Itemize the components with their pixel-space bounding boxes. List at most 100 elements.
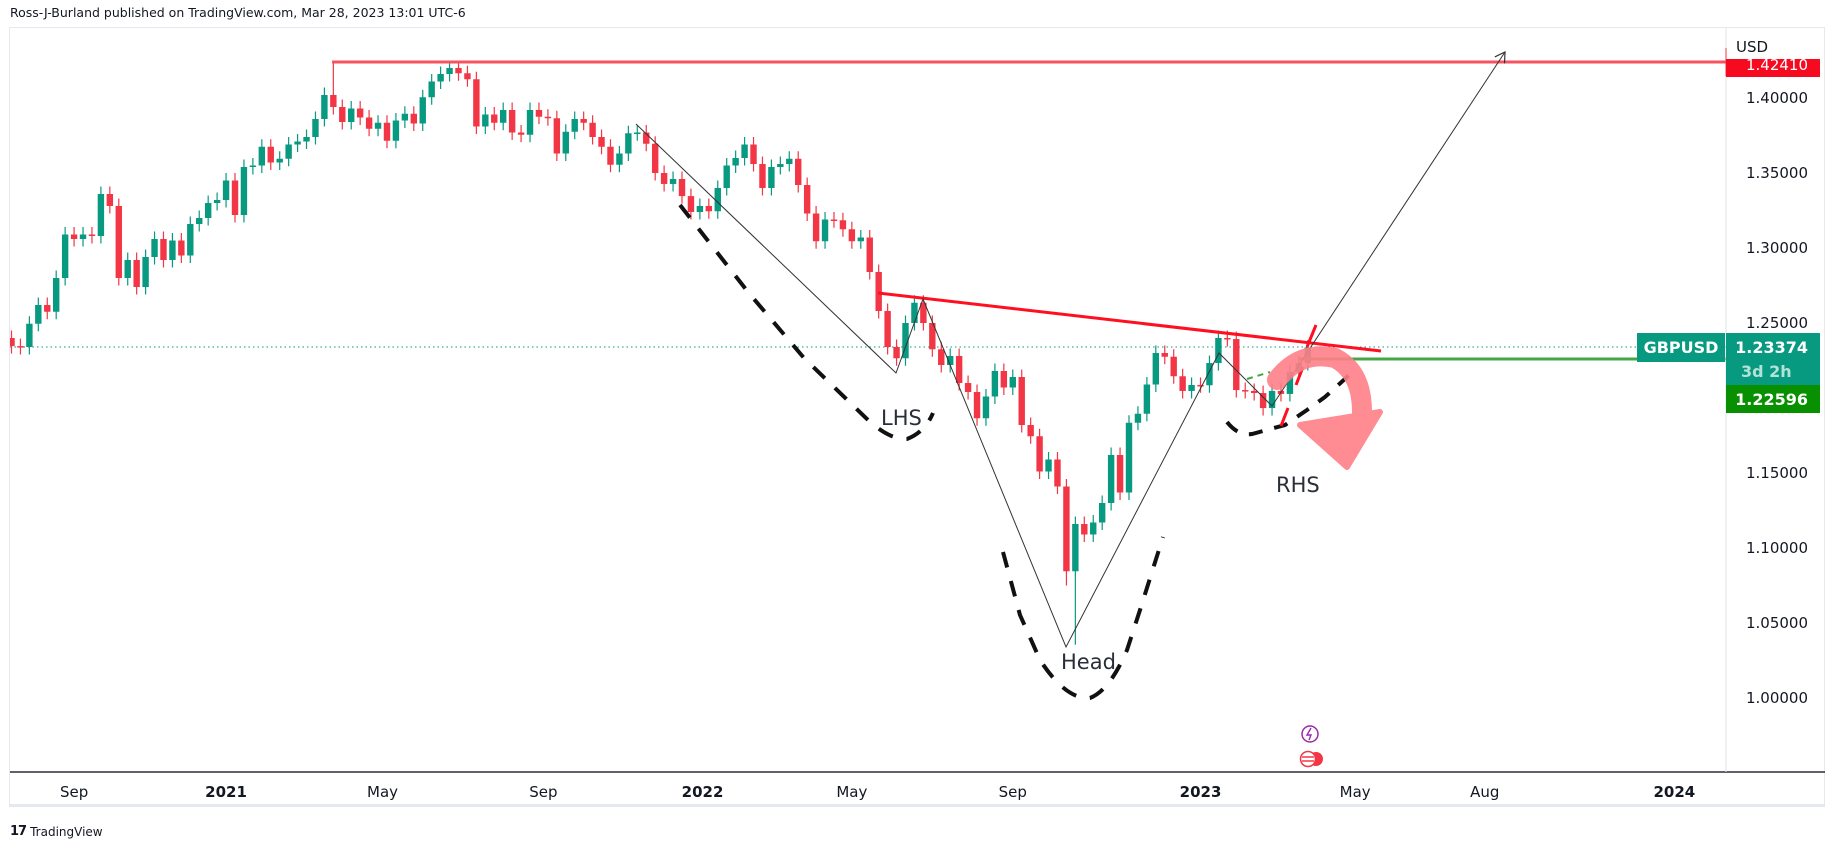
candle-up[interactable] <box>982 389 990 426</box>
candle-down[interactable] <box>231 173 239 223</box>
candle-down[interactable] <box>544 109 552 126</box>
candle-up[interactable] <box>79 227 87 247</box>
candle-down[interactable] <box>964 375 972 400</box>
candle-up[interactable] <box>285 137 292 167</box>
candle-down[interactable] <box>339 99 346 130</box>
candle-up[interactable] <box>1125 415 1133 500</box>
candle-down[interactable] <box>1259 385 1267 416</box>
candle-down[interactable] <box>1036 428 1043 479</box>
candle-up[interactable] <box>151 231 158 265</box>
candle-down[interactable] <box>705 198 713 219</box>
candle-up[interactable] <box>821 212 829 249</box>
candle-down[interactable] <box>17 338 24 355</box>
candle-up[interactable] <box>374 115 382 137</box>
candle-down[interactable] <box>1170 349 1177 384</box>
candle-up[interactable] <box>428 74 435 105</box>
candle-up[interactable] <box>187 216 194 264</box>
candle-down[interactable] <box>1179 368 1186 399</box>
candle-up[interactable] <box>732 150 739 174</box>
candle-down[interactable] <box>643 125 650 152</box>
candle-down[interactable] <box>893 339 900 366</box>
candle-up[interactable] <box>142 249 149 295</box>
candle-down[interactable] <box>812 206 820 249</box>
candle-down[interactable] <box>1233 331 1240 398</box>
candle-up[interactable] <box>669 171 677 192</box>
candle-up[interactable] <box>947 348 954 373</box>
candle-down[interactable] <box>44 297 51 320</box>
candle-up[interactable] <box>902 315 909 366</box>
candle-up[interactable] <box>196 210 203 232</box>
candle-up[interactable] <box>348 101 355 130</box>
candle-up[interactable] <box>1090 515 1097 542</box>
candle-up[interactable] <box>124 252 131 286</box>
candle-down[interactable] <box>678 171 686 204</box>
candle-down[interactable] <box>759 156 766 196</box>
candle-up[interactable] <box>213 192 221 211</box>
candle-down[interactable] <box>88 227 96 244</box>
candle-down[interactable] <box>1250 383 1258 401</box>
candle-down[interactable] <box>589 115 596 145</box>
candle-up[interactable] <box>786 151 793 172</box>
candle-down[interactable] <box>1242 382 1249 399</box>
candle-down[interactable] <box>795 151 802 193</box>
candle-up[interactable] <box>53 270 60 320</box>
candle-up[interactable] <box>1009 369 1016 396</box>
candle-up[interactable] <box>571 111 578 140</box>
candle-down[interactable] <box>517 125 525 143</box>
candle-down[interactable] <box>491 107 498 131</box>
candle-down[interactable] <box>803 177 811 222</box>
candle-down[interactable] <box>750 137 757 172</box>
candle-up[interactable] <box>1143 377 1151 422</box>
price-axis[interactable]: 1.40000 1.35000 1.30000 1.25000 1.15000 1.100… <box>1746 89 1808 707</box>
candle-up[interactable] <box>768 159 775 196</box>
candle-up[interactable] <box>1107 447 1115 511</box>
candle-up[interactable] <box>500 102 507 131</box>
candle-up[interactable] <box>1072 516 1079 645</box>
candle-up[interactable] <box>723 158 730 196</box>
bearish-arrow[interactable] <box>1267 346 1383 470</box>
candle-up[interactable] <box>61 227 69 286</box>
candle-down[interactable] <box>160 231 167 268</box>
candle-down[interactable] <box>508 102 516 141</box>
candle-down[interactable] <box>365 110 373 137</box>
candle-down[interactable] <box>1018 369 1025 433</box>
candle-down[interactable] <box>1063 479 1070 586</box>
candle-up[interactable] <box>562 124 569 161</box>
candle-down[interactable] <box>607 139 614 173</box>
candle-down[interactable] <box>267 139 274 170</box>
lhs-curve[interactable] <box>678 203 935 442</box>
candle-up[interactable] <box>625 125 632 161</box>
candle-down[interactable] <box>356 101 364 125</box>
candle-up[interactable] <box>911 295 918 331</box>
candle-down[interactable] <box>884 303 891 355</box>
candle-down[interactable] <box>464 65 471 87</box>
candle-up[interactable] <box>312 111 319 145</box>
candle-down[interactable] <box>938 341 945 373</box>
candle-up[interactable] <box>1098 495 1106 531</box>
candle-down[interactable] <box>115 198 122 286</box>
candle-down[interactable] <box>651 136 659 181</box>
candle-down[interactable] <box>1054 452 1061 494</box>
candle-up[interactable] <box>97 186 105 244</box>
candle-up[interactable] <box>258 139 266 173</box>
candle-up[interactable] <box>303 129 310 150</box>
candle-down[interactable] <box>1197 377 1204 393</box>
candle-up[interactable] <box>526 102 534 143</box>
candle-down[interactable] <box>70 227 78 247</box>
tradingview-logo[interactable]: 17 TradingView <box>10 824 103 839</box>
pattern-zigzag[interactable] <box>635 52 1505 649</box>
candle-up[interactable] <box>446 61 453 82</box>
candle-down[interactable] <box>660 165 668 192</box>
candle-down[interactable] <box>535 102 543 125</box>
candle-up[interactable] <box>419 89 426 131</box>
candle-up[interactable] <box>204 195 212 226</box>
candle-up[interactable] <box>222 173 230 208</box>
candle-down[interactable] <box>473 71 480 134</box>
candle-down[interactable] <box>1081 516 1088 543</box>
candle-down[interactable] <box>410 106 417 131</box>
candle-up[interactable] <box>1045 452 1052 479</box>
candle-down[interactable] <box>8 330 15 354</box>
candle-up[interactable] <box>634 125 641 141</box>
candle-up[interactable] <box>1134 406 1142 431</box>
